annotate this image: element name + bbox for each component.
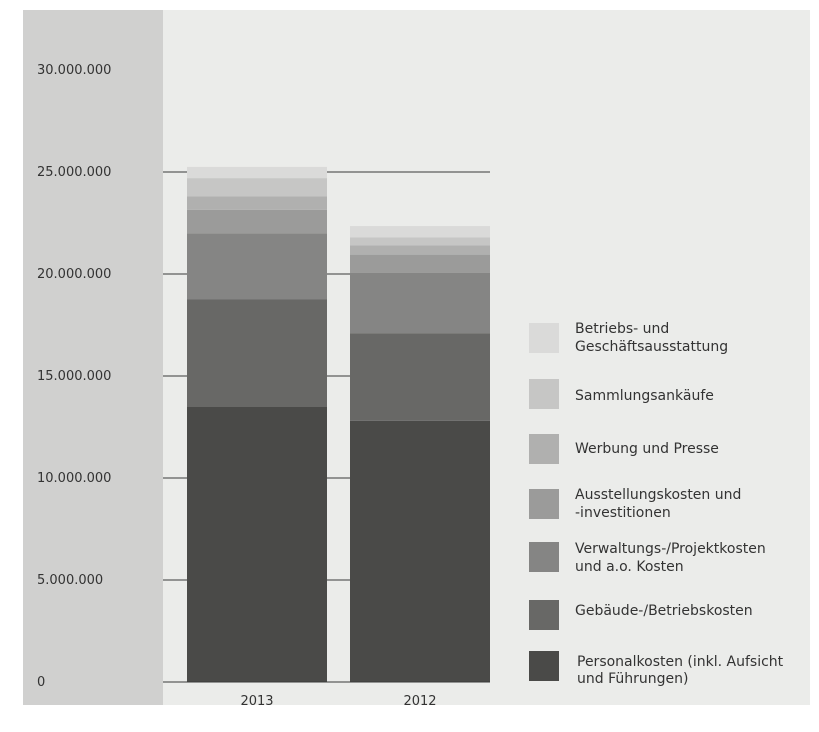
y-tick-label: 20.000.000 [37, 267, 111, 282]
bar-segment [350, 333, 490, 421]
legend-label: Verwaltungs-/Projektkosten [575, 541, 766, 557]
legend-swatch [529, 323, 559, 353]
bar-segment [187, 233, 327, 300]
bar-segment [187, 406, 327, 682]
y-tick-label: 25.000.000 [37, 165, 111, 180]
legend-swatch [529, 542, 559, 572]
bar-segment [187, 209, 327, 234]
bar-segment [350, 272, 490, 334]
bar-segment [187, 178, 327, 197]
legend-swatch [529, 489, 559, 519]
y-tick-label: 0 [37, 675, 45, 690]
bar-segment [187, 166, 327, 179]
legend-swatch [529, 434, 559, 464]
y-tick-label: 5.000.000 [37, 573, 103, 588]
bar-segment [350, 254, 490, 273]
y-tick-label: 30.000.000 [37, 63, 111, 78]
legend-label: -investitionen [575, 505, 671, 521]
legend-label: Personalkosten (inkl. Aufsicht [577, 654, 784, 670]
bar-segment [350, 245, 490, 255]
legend-swatch [529, 651, 559, 681]
bar-segment [350, 237, 490, 246]
y-tick-label: 10.000.000 [37, 471, 111, 486]
legend-label: Ausstellungskosten und [575, 487, 741, 503]
bar-segment [187, 299, 327, 407]
legend-label: Betriebs- und [575, 321, 669, 337]
bar-segment [350, 420, 490, 682]
legend-label: Sammlungsankäufe [575, 388, 714, 404]
legend-label: und a.o. Kosten [575, 559, 684, 575]
axis-panel [23, 10, 163, 705]
legend-label: Gebäude-/Betriebskosten [575, 603, 753, 619]
bar-segment [350, 226, 490, 238]
legend-swatch [529, 379, 559, 409]
legend-label: Geschäftsausstattung [575, 339, 728, 355]
bar-segment [187, 196, 327, 210]
y-tick-label: 15.000.000 [37, 369, 111, 384]
x-tick-label: 2012 [403, 694, 436, 709]
x-tick-label: 2013 [240, 694, 273, 709]
legend-swatch [529, 600, 559, 630]
legend-label: Werbung und Presse [575, 441, 719, 457]
legend-label: und Führungen) [577, 671, 688, 687]
